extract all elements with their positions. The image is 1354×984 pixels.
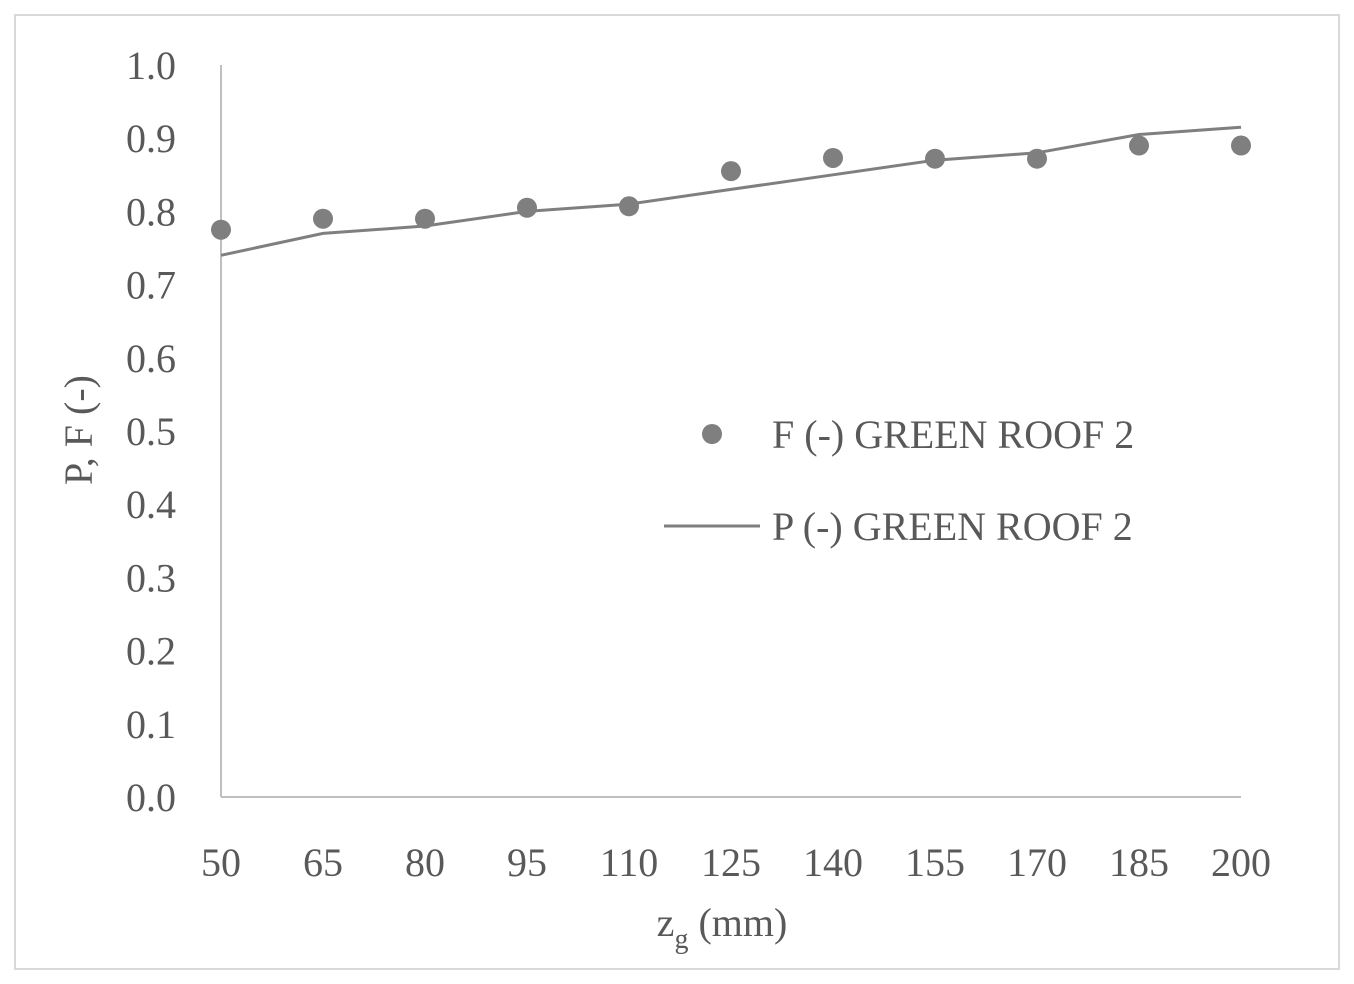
y-tick-label: 0.7 [126,263,176,308]
y-tick-label: 0.2 [126,629,176,674]
y-tick-label: 0.9 [126,116,176,161]
x-tick-label: 50 [201,840,241,885]
y-tick-label: 0.6 [126,336,176,381]
series-points-group [211,135,1251,240]
x-tick-label: 200 [1211,840,1271,885]
x-axis-title-main: z [657,900,675,945]
axes [220,65,1241,798]
legend: F (-) GREEN ROOF 2 P (-) GREEN ROOF 2 [664,412,1134,549]
legend-marker-scatter [702,424,722,444]
y-tick-label: 0.4 [126,482,176,527]
y-tick-label: 0.1 [126,702,176,747]
data-point-f [1231,135,1251,156]
x-tick-label: 125 [701,840,761,885]
chart-frame [14,14,1340,970]
x-tick-label: 185 [1109,840,1169,885]
legend-label-f: F (-) GREEN ROOF 2 [772,412,1134,457]
data-point-f [721,161,741,182]
data-point-f [1129,135,1149,156]
x-tick-label: 65 [303,840,343,885]
x-tick-label: 95 [507,840,547,885]
x-tick-label: 80 [405,840,445,885]
x-axis-title-unit: (mm) [698,900,787,945]
x-axis-title: zg (mm) [657,900,788,955]
y-tick-labels: 0.0 0.1 0.2 0.3 0.4 0.5 0.6 0.7 0.8 0.9 1.0 [126,43,176,820]
legend-label-p: P (-) GREEN ROOF 2 [772,504,1133,549]
y-tick-label: 0.5 [126,409,176,454]
x-tick-label: 140 [803,840,863,885]
y-axis-title: P, F (-) [56,375,101,485]
y-tick-label: 0.3 [126,555,176,600]
series-line-p [220,125,1242,257]
y-tick-label: 0.0 [126,775,176,820]
x-axis-title-subscript: g [674,924,688,955]
data-point-f [925,148,945,169]
x-tick-label: 170 [1007,840,1067,885]
x-tick-label: 110 [600,840,659,885]
x-tick-label: 155 [905,840,965,885]
data-point-f [211,219,231,240]
y-tick-label: 0.8 [126,189,176,234]
data-point-f [823,147,843,168]
data-point-f [1027,148,1047,169]
data-point-f [619,196,639,217]
data-point-f [313,208,333,229]
x-tick-labels: 50 65 80 95 110 125 140 155 170 185 200 [201,840,1271,885]
series-line-group [220,125,1242,257]
data-point-f [415,208,435,229]
y-tick-label: 1.0 [126,43,176,88]
data-point-f [517,197,537,218]
